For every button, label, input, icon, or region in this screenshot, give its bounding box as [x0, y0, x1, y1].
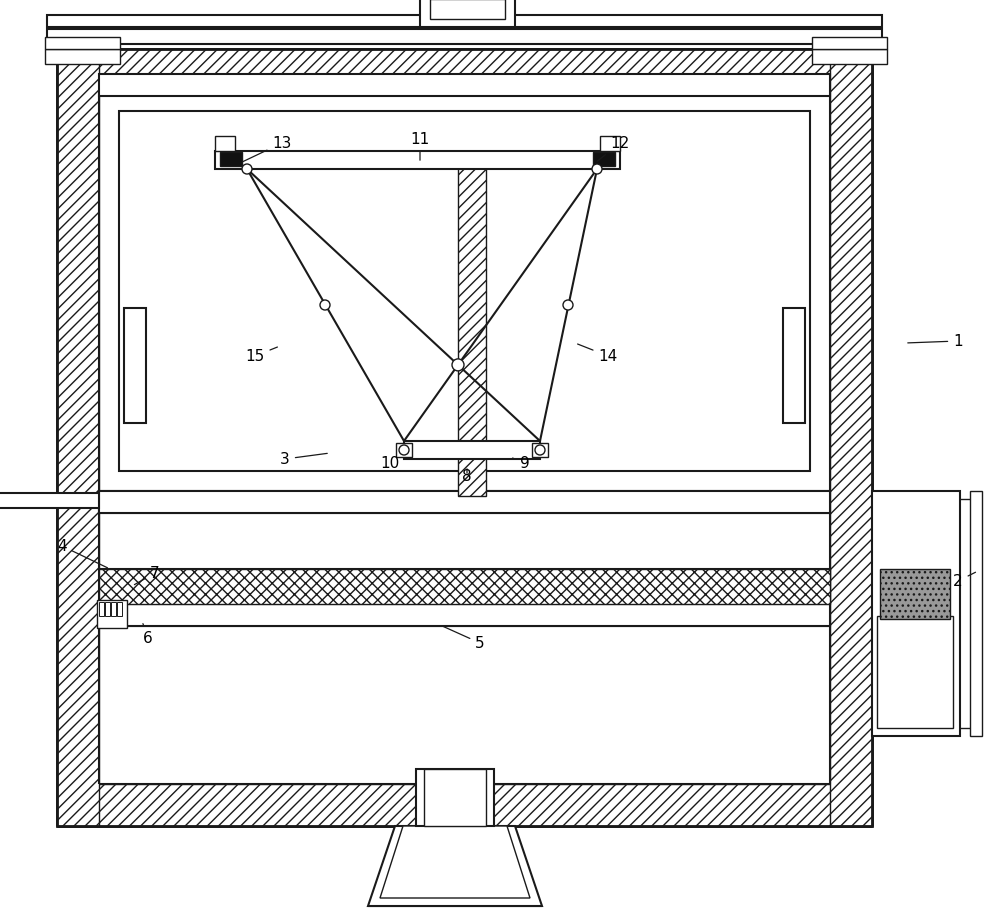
- Bar: [57, 784, 872, 826]
- Bar: [220, 152, 242, 166]
- Bar: [872, 491, 960, 736]
- Circle shape: [320, 300, 330, 310]
- Text: 3: 3: [280, 451, 327, 467]
- Text: 10: 10: [380, 456, 412, 471]
- Text: 11: 11: [410, 132, 430, 160]
- Circle shape: [535, 445, 545, 455]
- Text: 12: 12: [597, 135, 630, 161]
- Bar: [105, 602, 110, 616]
- Circle shape: [399, 445, 409, 455]
- Circle shape: [563, 300, 573, 310]
- Polygon shape: [368, 826, 542, 906]
- Text: 1: 1: [908, 333, 963, 348]
- Bar: [99, 602, 104, 616]
- Bar: [812, 49, 887, 64]
- Text: 7: 7: [134, 565, 160, 585]
- Circle shape: [592, 164, 602, 174]
- Bar: [57, 49, 872, 826]
- Bar: [99, 604, 830, 626]
- Bar: [593, 152, 615, 166]
- Bar: [99, 513, 830, 784]
- Bar: [99, 91, 830, 784]
- Text: 15: 15: [245, 347, 277, 364]
- Bar: [430, 0, 505, 19]
- Bar: [99, 91, 830, 491]
- Bar: [0, 493, 99, 508]
- Bar: [404, 441, 540, 459]
- Bar: [420, 0, 515, 27]
- Text: 8: 8: [462, 469, 472, 484]
- Bar: [532, 443, 548, 457]
- Bar: [47, 29, 882, 44]
- Bar: [97, 600, 127, 628]
- Bar: [877, 616, 953, 728]
- Bar: [970, 491, 982, 736]
- Bar: [783, 308, 805, 423]
- Bar: [99, 74, 830, 96]
- Bar: [111, 602, 116, 616]
- Circle shape: [242, 164, 252, 174]
- Bar: [424, 769, 486, 826]
- Text: 5: 5: [443, 626, 485, 650]
- Text: 6: 6: [143, 624, 153, 646]
- Bar: [215, 136, 235, 151]
- Bar: [99, 569, 830, 604]
- Bar: [416, 769, 494, 826]
- Bar: [119, 111, 810, 471]
- Bar: [812, 37, 887, 49]
- Bar: [600, 136, 620, 151]
- Bar: [57, 49, 99, 826]
- Bar: [45, 49, 120, 64]
- Bar: [880, 569, 950, 619]
- Bar: [99, 491, 830, 513]
- Text: 4: 4: [57, 539, 107, 568]
- Polygon shape: [380, 826, 530, 898]
- Bar: [117, 602, 122, 616]
- Bar: [45, 37, 120, 49]
- Text: 14: 14: [578, 344, 618, 364]
- Bar: [458, 161, 486, 496]
- Text: 13: 13: [243, 135, 292, 162]
- Bar: [47, 15, 882, 27]
- Text: 9: 9: [513, 456, 530, 471]
- Bar: [124, 308, 146, 423]
- Circle shape: [452, 359, 464, 371]
- Bar: [215, 151, 620, 169]
- Text: 2: 2: [953, 572, 976, 589]
- Bar: [57, 49, 872, 91]
- Bar: [396, 443, 412, 457]
- Bar: [830, 49, 872, 826]
